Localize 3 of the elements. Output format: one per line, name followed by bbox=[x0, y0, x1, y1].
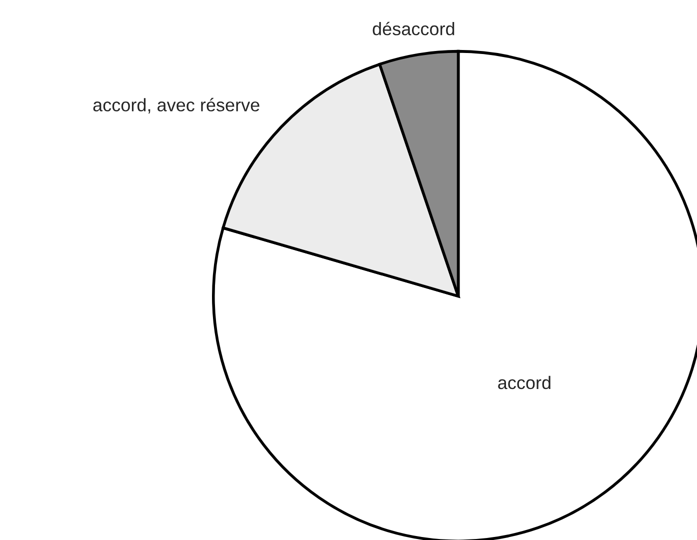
slice-label: désaccord bbox=[372, 22, 454, 36]
slice-label: accord bbox=[498, 376, 550, 390]
slice-label: accord, avec réserve bbox=[93, 98, 260, 114]
